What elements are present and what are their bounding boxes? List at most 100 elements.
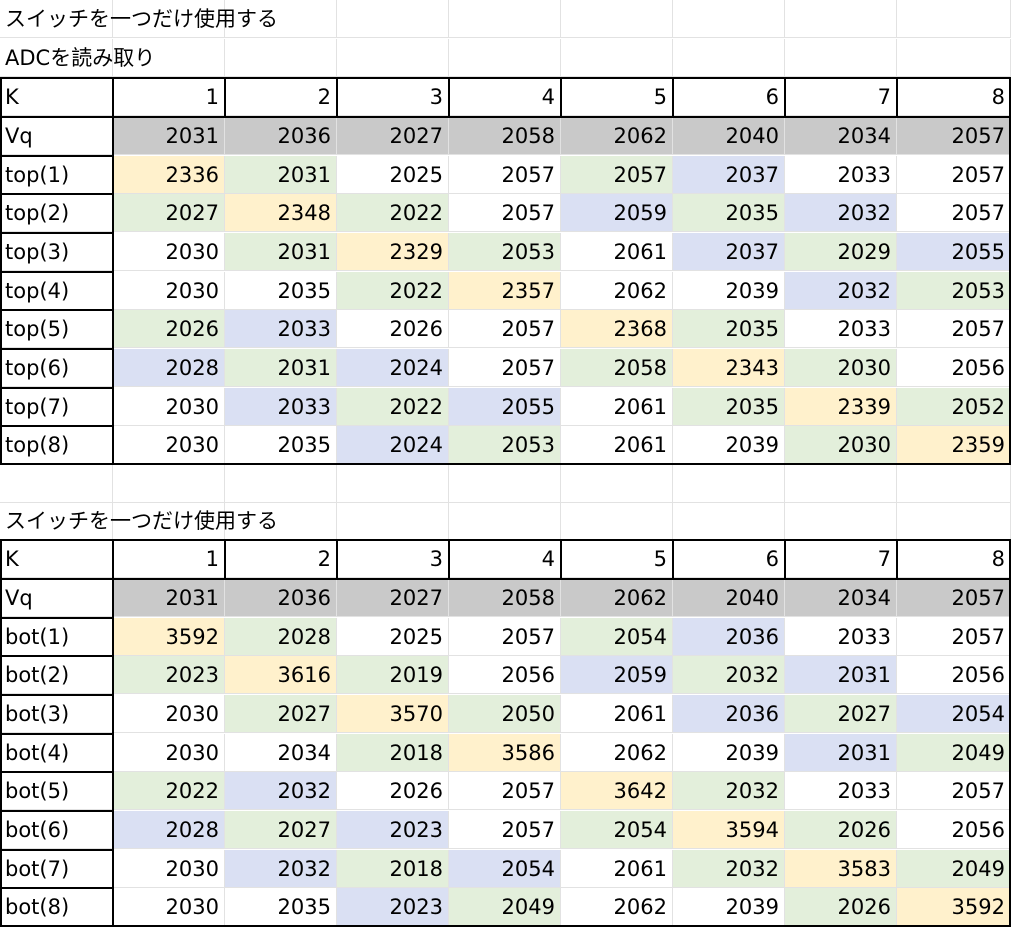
value-cell[interactable]: 2035 [673,194,785,232]
value-cell[interactable]: 2061 [561,850,673,888]
row-label-cell[interactable]: bot(6) [0,811,113,849]
value-cell[interactable]: 2032 [673,772,785,810]
vq-value-cell[interactable]: 2058 [449,117,561,155]
value-cell[interactable]: 2030 [785,349,897,387]
value-cell[interactable]: 2368 [561,310,673,348]
vq-value-cell[interactable]: 2040 [673,117,785,155]
vq-value-cell[interactable]: 2036 [225,117,337,155]
value-cell[interactable]: 2033 [225,388,337,426]
value-cell[interactable]: 2033 [785,156,897,194]
empty-cell[interactable] [0,39,113,77]
value-cell[interactable]: 2030 [785,426,897,464]
value-cell[interactable]: 2035 [225,426,337,464]
empty-cell[interactable] [113,465,225,503]
value-cell[interactable]: 2056 [449,656,561,694]
empty-cell[interactable] [337,502,449,540]
value-cell[interactable]: 2054 [449,850,561,888]
empty-cell[interactable] [785,502,897,540]
value-cell[interactable]: 2036 [673,695,785,733]
value-cell[interactable]: 2030 [113,233,225,271]
empty-cell[interactable] [337,465,449,503]
empty-cell[interactable] [0,0,113,38]
value-cell[interactable]: 2023 [337,888,449,926]
value-cell[interactable]: 2049 [449,888,561,926]
value-cell[interactable]: 2057 [449,156,561,194]
value-cell[interactable]: 2025 [337,618,449,656]
k-value-cell[interactable]: 5 [561,78,673,116]
value-cell[interactable]: 2035 [673,310,785,348]
value-cell[interactable]: 2032 [785,272,897,310]
vq-value-cell[interactable]: 2058 [449,579,561,617]
row-label-cell[interactable]: top(8) [0,426,113,464]
value-cell[interactable]: 2030 [113,850,225,888]
value-cell[interactable]: 2028 [113,811,225,849]
value-cell[interactable]: 2329 [337,233,449,271]
empty-cell[interactable] [561,0,673,38]
k-value-cell[interactable]: 8 [897,540,1011,578]
vq-value-cell[interactable]: 2027 [337,579,449,617]
vq-value-cell[interactable]: 2036 [225,579,337,617]
value-cell[interactable]: 2034 [225,734,337,772]
row-label-cell[interactable]: bot(1) [0,618,113,656]
value-cell[interactable]: 2032 [225,772,337,810]
value-cell[interactable]: 2032 [673,850,785,888]
value-cell[interactable]: 2057 [449,349,561,387]
vq-value-cell[interactable]: 2057 [897,117,1011,155]
k-value-cell[interactable]: 8 [897,78,1011,116]
value-cell[interactable]: 2062 [561,888,673,926]
value-cell[interactable]: 2058 [561,349,673,387]
value-cell[interactable]: 2053 [897,272,1011,310]
value-cell[interactable]: 2036 [673,618,785,656]
value-cell[interactable]: 2026 [785,811,897,849]
empty-cell[interactable] [897,39,1011,77]
k-value-cell[interactable]: 2 [225,78,337,116]
k-value-cell[interactable]: 1 [113,78,225,116]
k-value-cell[interactable]: 4 [449,540,561,578]
k-value-cell[interactable]: 7 [785,540,897,578]
value-cell[interactable]: 2057 [561,156,673,194]
empty-cell[interactable] [113,0,225,38]
empty-cell[interactable] [113,39,225,77]
value-cell[interactable]: 2035 [225,272,337,310]
value-cell[interactable]: 2031 [225,349,337,387]
k-value-cell[interactable]: 3 [337,78,449,116]
vq-value-cell[interactable]: 2031 [113,117,225,155]
k-value-cell[interactable]: 2 [225,540,337,578]
value-cell[interactable]: 2039 [673,888,785,926]
value-cell[interactable]: 2027 [785,695,897,733]
value-cell[interactable]: 2030 [113,888,225,926]
empty-cell[interactable] [897,502,1011,540]
row-label-cell[interactable]: top(7) [0,388,113,426]
k-value-cell[interactable]: 4 [449,78,561,116]
value-cell[interactable]: 2026 [337,772,449,810]
value-cell[interactable]: 3594 [673,811,785,849]
row-label-cell[interactable]: bot(3) [0,695,113,733]
value-cell[interactable]: 2061 [561,695,673,733]
value-cell[interactable]: 2039 [673,734,785,772]
value-cell[interactable]: 2062 [561,272,673,310]
value-cell[interactable]: 2357 [449,272,561,310]
empty-cell[interactable] [225,39,337,77]
value-cell[interactable]: 2057 [897,194,1011,232]
empty-cell[interactable] [449,0,561,38]
empty-cell[interactable] [449,465,561,503]
value-cell[interactable]: 2055 [449,388,561,426]
value-cell[interactable]: 2035 [225,888,337,926]
empty-cell[interactable] [897,465,1011,503]
empty-cell[interactable] [449,39,561,77]
value-cell[interactable]: 2018 [337,734,449,772]
empty-cell[interactable] [0,465,113,503]
empty-cell[interactable] [673,39,785,77]
k-value-cell[interactable]: 6 [673,540,785,578]
value-cell[interactable]: 2033 [785,310,897,348]
value-cell[interactable]: 2030 [113,695,225,733]
value-cell[interactable]: 2057 [449,618,561,656]
value-cell[interactable]: 2035 [673,388,785,426]
value-cell[interactable]: 2027 [225,811,337,849]
value-cell[interactable]: 2018 [337,850,449,888]
value-cell[interactable]: 2348 [225,194,337,232]
value-cell[interactable]: 2030 [113,388,225,426]
value-cell[interactable]: 3586 [449,734,561,772]
value-cell[interactable]: 2024 [337,349,449,387]
empty-cell[interactable] [673,0,785,38]
